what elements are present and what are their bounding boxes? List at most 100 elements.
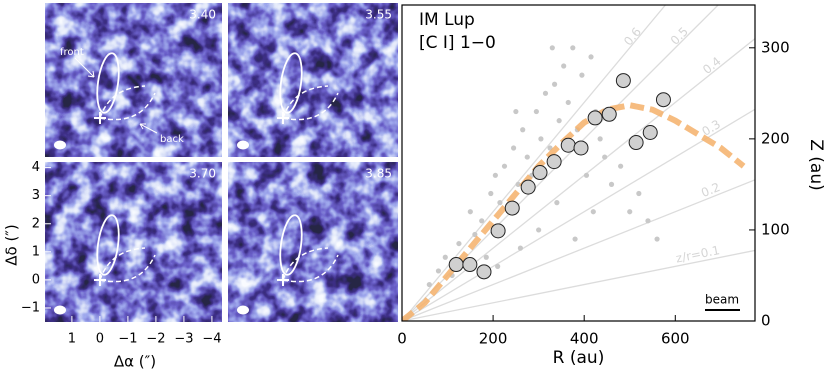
point <box>572 236 578 242</box>
measurement <box>587 110 603 126</box>
point <box>533 108 539 115</box>
point <box>627 209 633 215</box>
point <box>645 218 651 224</box>
chart-title: IM Lup <box>419 10 475 30</box>
ratio-label: 0.5 <box>668 24 691 47</box>
x-tick-label: 0 <box>96 332 104 347</box>
channel-image <box>228 3 398 157</box>
cone-front <box>96 52 120 114</box>
point <box>554 200 560 206</box>
cross <box>94 112 106 124</box>
y-tick-label: 0 <box>32 272 40 287</box>
x-tick-label: 400 <box>570 330 599 348</box>
arrow <box>139 123 158 134</box>
channel-image <box>45 162 222 322</box>
beam-ellipse <box>237 305 249 315</box>
cone-front <box>279 52 303 114</box>
point <box>510 145 517 151</box>
point <box>602 154 608 160</box>
cross <box>94 274 106 286</box>
point <box>597 136 603 142</box>
beam-label: beam <box>705 293 739 307</box>
point <box>583 172 590 178</box>
measurement <box>462 257 478 273</box>
point <box>479 218 485 224</box>
point <box>517 245 524 251</box>
annotation: back <box>160 134 184 145</box>
channel-label: 3.85 <box>365 167 392 181</box>
y-tick-label: 4 <box>32 160 40 175</box>
channel-image <box>228 162 398 322</box>
point <box>483 254 489 260</box>
point <box>608 181 615 188</box>
point <box>488 190 494 197</box>
point <box>590 209 596 215</box>
cone-back <box>282 247 339 283</box>
ratio-label: 0.2 <box>699 180 722 200</box>
point <box>467 209 473 215</box>
ratio-label: 0.3 <box>699 117 723 139</box>
channel-label: 3.70 <box>189 167 216 181</box>
x-axis-label: Δα (″) <box>114 353 156 371</box>
y-tick-label: 0 <box>761 312 771 330</box>
plot-area <box>402 5 755 321</box>
y-tick-label: 300 <box>761 38 790 56</box>
measurement <box>490 223 506 239</box>
point <box>520 127 526 133</box>
point <box>492 172 498 178</box>
point <box>515 181 521 188</box>
y-tick-label: 3 <box>32 188 40 203</box>
cross <box>277 274 289 286</box>
point <box>570 45 576 51</box>
fit-line <box>402 102 746 321</box>
x-axis-label: R (au) <box>553 348 605 368</box>
measurement <box>615 73 631 89</box>
arrow <box>74 57 95 78</box>
beam-ellipse <box>54 140 66 150</box>
point <box>542 90 549 96</box>
measurement <box>560 137 576 153</box>
measurement <box>601 106 617 122</box>
point <box>495 263 501 269</box>
measurement <box>573 140 589 156</box>
cone-back <box>99 247 156 283</box>
channel-image <box>45 3 222 157</box>
point <box>549 45 555 51</box>
y-tick-label: 1 <box>32 244 40 259</box>
x-tick-label: −1 <box>118 332 137 347</box>
measurement <box>628 135 644 151</box>
ratio-line <box>402 249 755 321</box>
point <box>442 254 448 260</box>
point <box>501 163 508 169</box>
cone-front <box>96 214 120 276</box>
y-tick-label: −1 <box>21 300 40 315</box>
point <box>565 99 571 106</box>
point <box>618 163 624 169</box>
point <box>536 227 542 233</box>
y-tick-label: 100 <box>761 220 790 238</box>
measurement <box>476 264 492 280</box>
y-axis-label: Δδ (″) <box>3 224 21 266</box>
ratio-label: 0.4 <box>700 54 724 77</box>
x-tick-label: −3 <box>174 332 193 347</box>
y-tick-label: 200 <box>761 129 790 147</box>
channel-label: 3.40 <box>189 8 216 22</box>
x-tick-label: −4 <box>202 332 221 347</box>
point <box>538 136 544 142</box>
beam-ellipse <box>237 140 249 150</box>
ratio-label: 0.6 <box>621 25 644 49</box>
measurement <box>642 124 658 140</box>
cross <box>277 112 289 124</box>
ratio-line <box>402 108 755 321</box>
ratio-line <box>402 38 755 321</box>
y-tick-label: 2 <box>32 216 40 231</box>
cone-front <box>279 214 303 276</box>
point <box>654 236 660 242</box>
x-tick-label: 200 <box>479 330 508 348</box>
point <box>435 268 442 274</box>
x-tick-label: −2 <box>146 332 165 347</box>
channel-label: 3.55 <box>365 8 392 22</box>
measurement <box>546 154 562 170</box>
ratio-line <box>402 179 755 321</box>
